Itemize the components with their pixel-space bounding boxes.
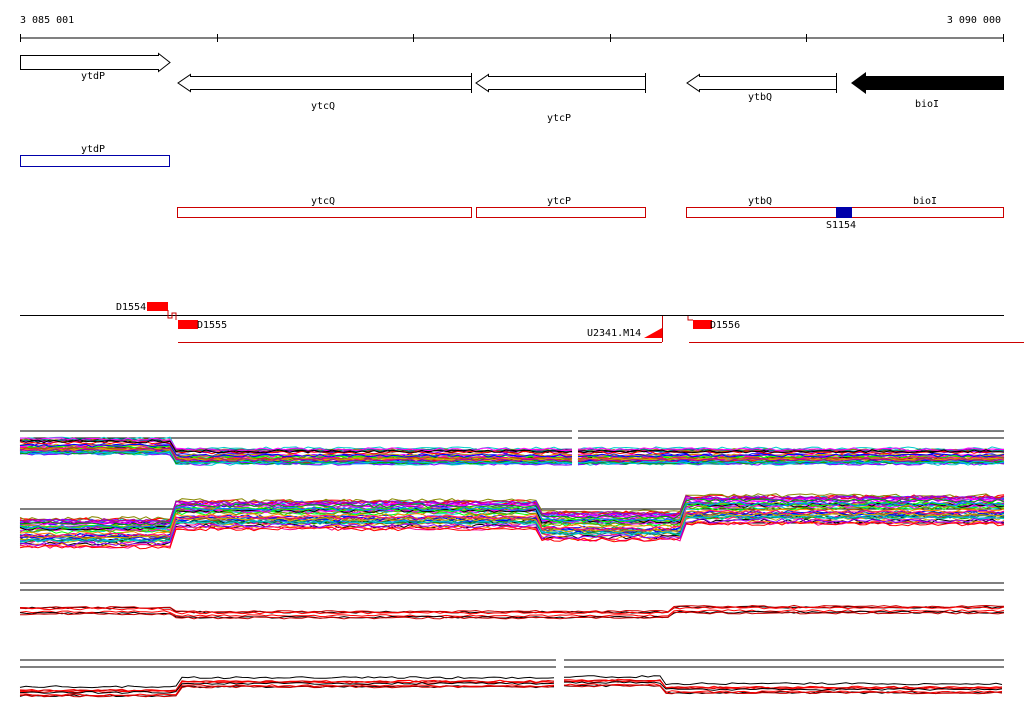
segment-label-d1554: D1554 bbox=[116, 302, 146, 313]
signal-trace bbox=[564, 675, 1003, 686]
expression-track-1 bbox=[19, 430, 1005, 466]
signal-trace bbox=[577, 461, 1005, 466]
segment-d1555[interactable] bbox=[178, 320, 198, 329]
segment-label-d1555: D1555 bbox=[197, 320, 227, 331]
annotation-label-ytbQ: ytbQ bbox=[748, 196, 772, 207]
signal-trace bbox=[19, 501, 1005, 530]
segment-u2341-marker[interactable] bbox=[644, 328, 662, 338]
annotation-label-bioI: bioI bbox=[913, 196, 937, 207]
signal-trace bbox=[19, 495, 1005, 523]
signal-trace bbox=[563, 681, 1003, 691]
segment-d1556[interactable] bbox=[693, 320, 712, 329]
signal-trace bbox=[19, 502, 1005, 531]
signal-trace bbox=[19, 495, 1005, 524]
annotation-box-ytdP[interactable] bbox=[20, 155, 170, 167]
signal-trace bbox=[577, 460, 1005, 465]
ruler-start-label: 3 085 001 bbox=[20, 15, 74, 26]
annotation-label-ytdP: ytdP bbox=[81, 144, 105, 155]
signal-trace bbox=[578, 447, 1005, 452]
segment-d1554[interactable] bbox=[147, 302, 168, 311]
signal-trace bbox=[577, 458, 1005, 462]
site-marker[interactable] bbox=[836, 207, 852, 218]
ruler-end-label: 3 090 000 bbox=[947, 15, 1001, 26]
signal-trace bbox=[19, 509, 1005, 538]
signal-trace bbox=[19, 498, 1005, 527]
gene-ytbQ[interactable]: ytbQ bbox=[686, 73, 837, 103]
expression-track-3 bbox=[19, 582, 1005, 620]
signal-trace bbox=[20, 505, 1005, 534]
signal-trace bbox=[563, 679, 1003, 690]
signal-trace bbox=[19, 521, 1005, 550]
annotation-box-ytcQ[interactable] bbox=[177, 207, 472, 218]
signal-trace bbox=[19, 515, 1005, 543]
signal-trace bbox=[19, 685, 555, 698]
signal-trace bbox=[563, 684, 1003, 695]
signal-trace bbox=[19, 448, 573, 463]
gene-ytdP[interactable]: ytdP bbox=[20, 52, 171, 83]
signal-trace bbox=[19, 684, 555, 697]
signal-trace bbox=[19, 437, 573, 452]
expression-track-2 bbox=[19, 493, 1005, 550]
signal-trace bbox=[563, 679, 1003, 690]
annotation-label-ytcP: ytcP bbox=[547, 196, 571, 207]
segment-track: D1554 D1555 U2341.M14 D1556 bbox=[20, 302, 1024, 343]
segment-label-d1556: D1556 bbox=[710, 320, 740, 331]
signal-trace bbox=[19, 610, 1005, 619]
gene-ytcQ[interactable]: ytcQ bbox=[177, 73, 472, 112]
signal-trace bbox=[19, 443, 573, 458]
gene-label-bioI: bioI bbox=[915, 99, 939, 110]
gene-label-ytdP: ytdP bbox=[81, 71, 105, 82]
coordinate-ruler: 3 085 001 3 090 000 bbox=[20, 15, 1004, 42]
signal-trace bbox=[19, 518, 1004, 547]
signal-trace bbox=[19, 606, 1005, 615]
annotation-track: ytdP ytcQ ytcP ytbQ bioI S1154 bbox=[20, 144, 1004, 231]
signal-trace bbox=[577, 453, 1005, 458]
signal-trace bbox=[19, 439, 573, 454]
signal-trace bbox=[19, 520, 1005, 549]
segment-label-u2341: U2341.M14 bbox=[587, 328, 641, 339]
gene-label-ytcP: ytcP bbox=[547, 113, 571, 124]
signal-trace bbox=[19, 676, 555, 689]
gene-track: ytdP ytcQ ytcP ytbQ bioI bbox=[20, 52, 1004, 124]
signal-trace bbox=[20, 611, 1005, 620]
signal-trace bbox=[19, 450, 573, 465]
expression-track-4 bbox=[19, 659, 1004, 698]
signal-trace bbox=[577, 449, 1005, 454]
site-label: S1154 bbox=[826, 220, 856, 231]
signal-trace bbox=[19, 440, 573, 455]
annotation-label-ytcQ: ytcQ bbox=[311, 196, 335, 207]
annotation-box-ytcP[interactable] bbox=[476, 207, 646, 218]
gene-bioI[interactable]: bioI bbox=[851, 72, 1004, 110]
gene-label-ytbQ: ytbQ bbox=[748, 92, 772, 103]
signal-trace bbox=[19, 681, 555, 694]
gene-label-ytcQ: ytcQ bbox=[311, 101, 335, 112]
signal-trace bbox=[19, 493, 1005, 521]
gene-ytcP[interactable]: ytcP bbox=[475, 73, 646, 124]
